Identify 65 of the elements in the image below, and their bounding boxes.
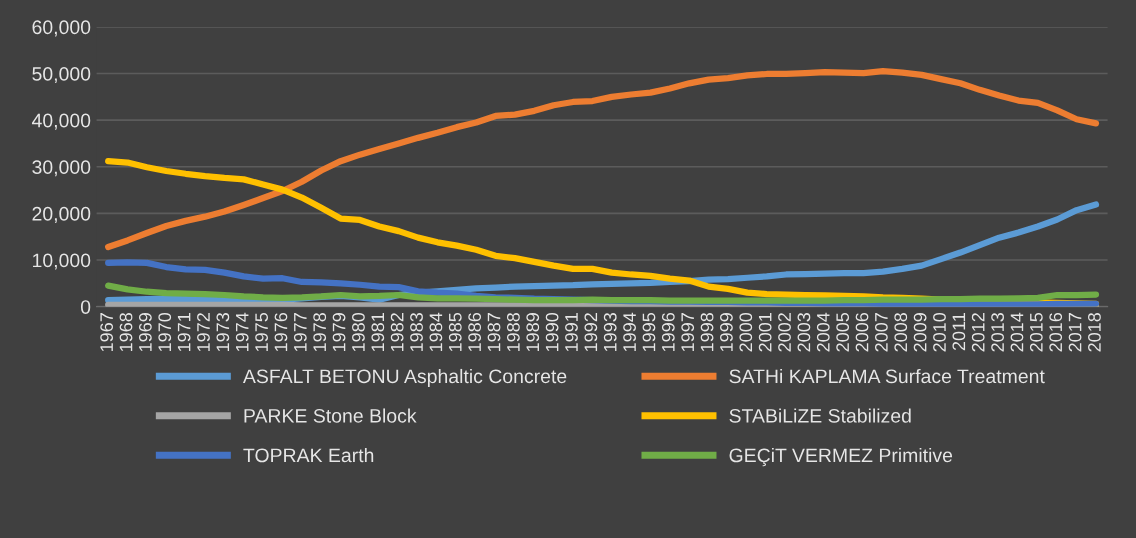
- y-tick-label: 50,000: [32, 66, 91, 84]
- x-tick-label: 1981: [371, 313, 385, 351]
- x-tick-label: 1985: [448, 312, 462, 351]
- x-tick-label: 2010: [933, 312, 946, 352]
- x-tick-label: 1976: [274, 313, 288, 351]
- x-tick-label: 2002: [778, 313, 791, 352]
- x-tick-label: 1994: [623, 312, 636, 351]
- x-tick-label: 2018: [1088, 313, 1101, 352]
- legend-label: GEÇiT VERMEZ Primitive: [729, 447, 953, 467]
- x-tick-label: 1975: [255, 312, 268, 351]
- x-tick-label: 1971: [177, 313, 191, 351]
- x-tick-label: 1998: [700, 313, 714, 351]
- x-tick-label: 1996: [661, 313, 675, 351]
- y-tick-label: 60,000: [32, 20, 91, 37]
- y-tick-label: 30,000: [32, 160, 91, 177]
- legend-label: SATHi KAPLAMA Surface Treatment: [729, 368, 1045, 384]
- x-tick-label: 2017: [1068, 313, 1082, 352]
- x-tick-label: 2007: [874, 313, 888, 352]
- y-tick-label: 0: [80, 300, 91, 314]
- x-tick-label: 1970: [158, 312, 172, 351]
- x-tick-label: 2011: [952, 313, 966, 351]
- legend-label: STABiLiZE Stabilized: [729, 408, 911, 423]
- x-tick-label: 1974: [235, 312, 249, 351]
- x-tick-label: 2006: [855, 313, 869, 352]
- legend-label: ASFALT BETONU Asphaltic Concrete: [242, 368, 567, 388]
- x-tick-label: 1972: [197, 313, 210, 351]
- x-tick-label: 1969: [138, 313, 152, 351]
- x-tick-label: 1968: [119, 313, 133, 351]
- x-tick-label: 1978: [313, 313, 327, 351]
- x-tick-label: 2008: [894, 313, 908, 352]
- x-tick-label: 2016: [1049, 313, 1063, 352]
- x-tick-label: 1967: [100, 313, 114, 351]
- x-tick-label: 1987: [487, 313, 501, 351]
- x-tick-label: 1986: [468, 313, 482, 351]
- x-tick-label: 2000: [739, 312, 753, 352]
- legend-label: TOPRAK Earth: [243, 447, 374, 463]
- x-tick-label: 1982: [390, 313, 404, 351]
- x-tick-label: 1973: [216, 313, 230, 351]
- x-tick-label: 2012: [971, 313, 985, 352]
- x-tick-label: 2013: [991, 313, 1004, 352]
- legend-label: PARKE Stone Block: [244, 408, 417, 423]
- x-tick-label: 1995: [642, 312, 656, 351]
- x-tick-label: 1999: [720, 313, 733, 351]
- x-tick-label: 1990: [545, 312, 559, 351]
- x-tick-label: 2001: [758, 313, 772, 352]
- x-tick-label: 1980: [352, 312, 365, 351]
- x-tick-label: 2004: [816, 312, 830, 352]
- x-tick-label: 1979: [332, 313, 346, 351]
- x-tick-label: 2009: [913, 313, 927, 352]
- x-tick-label: 1983: [410, 313, 423, 351]
- x-tick-label: 2005: [836, 312, 850, 352]
- x-tick-label: 1997: [681, 313, 695, 351]
- x-tick-label: 2014: [1010, 312, 1024, 352]
- x-tick-label: 1991: [565, 313, 578, 351]
- x-tick-label: 1977: [293, 313, 307, 351]
- x-tick-label: 1992: [584, 313, 598, 351]
- x-tick-label: 1988: [506, 313, 520, 351]
- x-tick-label: 2015: [1029, 312, 1043, 352]
- x-tick-label: 1984: [429, 312, 443, 351]
- y-tick-label: 20,000: [32, 206, 91, 223]
- x-tick-label: 1993: [603, 313, 617, 351]
- y-tick-label: 10,000: [33, 253, 91, 270]
- x-tick-label: 1989: [526, 313, 540, 351]
- x-tick-label: 2003: [797, 313, 811, 352]
- y-tick-label: 40,000: [31, 113, 91, 130]
